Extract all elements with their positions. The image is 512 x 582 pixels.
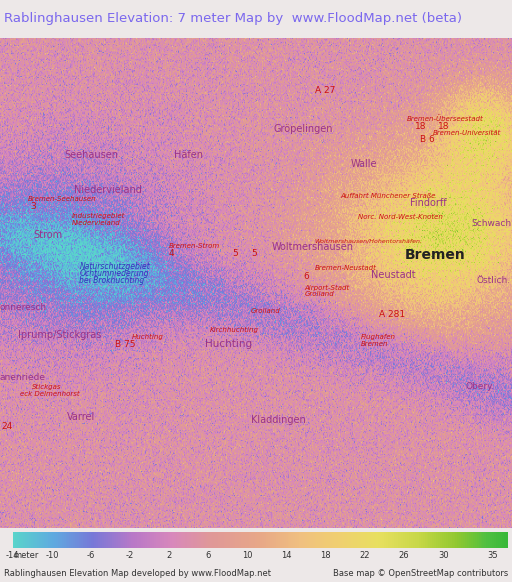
Text: Rablinghausen Elevation: 7 meter Map by  www.FloodMap.net (beta): Rablinghausen Elevation: 7 meter Map by … bbox=[4, 12, 462, 26]
Text: -10: -10 bbox=[45, 551, 59, 560]
Text: Findorff: Findorff bbox=[410, 198, 446, 208]
Text: Naturschutzgebiet: Naturschutzgebiet bbox=[79, 262, 150, 271]
Text: 6: 6 bbox=[206, 551, 211, 560]
Text: Walle: Walle bbox=[351, 159, 377, 169]
Text: Rablinghausen Elevation Map developed by www.FloodMap.net: Rablinghausen Elevation Map developed by… bbox=[4, 569, 271, 578]
Text: 10: 10 bbox=[242, 551, 253, 560]
Text: Woltmershausen/Hohentorshäfen.: Woltmershausen/Hohentorshäfen. bbox=[315, 239, 423, 243]
Text: Industriegebiet: Industriegebiet bbox=[72, 214, 125, 219]
Text: 5: 5 bbox=[232, 249, 238, 258]
Text: Obery.: Obery. bbox=[466, 382, 495, 391]
Text: Woltmershausen: Woltmershausen bbox=[271, 242, 353, 253]
Text: Schwach.: Schwach. bbox=[471, 219, 512, 228]
Text: Airport-Stadt: Airport-Stadt bbox=[305, 285, 350, 291]
Text: Bremen-Seehausen: Bremen-Seehausen bbox=[28, 196, 97, 202]
Text: Iprump/Stickgras: Iprump/Stickgras bbox=[18, 329, 101, 340]
Text: B 6: B 6 bbox=[420, 136, 435, 144]
Text: Bremen: Bremen bbox=[404, 248, 465, 262]
Text: Seehausen: Seehausen bbox=[64, 150, 118, 159]
Text: anenriede: anenriede bbox=[0, 373, 46, 382]
Text: B 75: B 75 bbox=[115, 340, 136, 349]
Text: Bremen-Universität: Bremen-Universität bbox=[433, 130, 501, 136]
Text: Huchting: Huchting bbox=[205, 339, 252, 349]
Text: 6: 6 bbox=[304, 272, 309, 281]
Text: Base map © OpenStreetMap contributors: Base map © OpenStreetMap contributors bbox=[333, 569, 508, 578]
Text: 18: 18 bbox=[438, 122, 449, 130]
Text: 18: 18 bbox=[321, 551, 331, 560]
Text: 14: 14 bbox=[282, 551, 292, 560]
Text: Auffahrt Münchener Straße: Auffahrt Münchener Straße bbox=[340, 193, 436, 199]
Text: Bremen-Strom: Bremen-Strom bbox=[169, 243, 220, 249]
Text: meter: meter bbox=[13, 551, 38, 560]
Text: Kladdingen: Kladdingen bbox=[251, 414, 306, 424]
Text: 5: 5 bbox=[251, 249, 257, 258]
Text: -6: -6 bbox=[87, 551, 95, 560]
Text: Strom: Strom bbox=[33, 230, 62, 240]
Text: onneresch: onneresch bbox=[0, 303, 47, 312]
Text: eck Delmenhorst: eck Delmenhorst bbox=[20, 391, 80, 397]
Text: -2: -2 bbox=[126, 551, 134, 560]
Text: A 27: A 27 bbox=[315, 86, 335, 95]
Text: 26: 26 bbox=[399, 551, 410, 560]
Text: A 281: A 281 bbox=[379, 310, 405, 318]
Text: Häfen: Häfen bbox=[174, 150, 203, 159]
Text: 35: 35 bbox=[487, 551, 498, 560]
Text: Bremen-Überseestadt: Bremen-Überseestadt bbox=[407, 115, 484, 122]
Text: Niedervieland: Niedervieland bbox=[74, 185, 142, 195]
Text: 24: 24 bbox=[1, 422, 12, 431]
Text: Kirchhuchting: Kirchhuchting bbox=[210, 327, 259, 333]
Text: Bremen-Neustadt: Bremen-Neustadt bbox=[315, 265, 377, 271]
Text: 4: 4 bbox=[169, 249, 175, 258]
Text: Östlich.: Östlich. bbox=[476, 276, 510, 285]
Text: Norc. Nord-West-Knoten: Norc. Nord-West-Knoten bbox=[358, 214, 443, 221]
Text: Neustadt: Neustadt bbox=[371, 270, 416, 281]
Text: 18: 18 bbox=[415, 122, 426, 130]
Text: 30: 30 bbox=[438, 551, 449, 560]
Text: Stickgas: Stickgas bbox=[32, 384, 62, 390]
Text: Niedervieland: Niedervieland bbox=[72, 220, 120, 226]
Text: Bremen: Bremen bbox=[361, 341, 389, 347]
Text: 22: 22 bbox=[360, 551, 370, 560]
Text: 3: 3 bbox=[31, 202, 36, 211]
Text: Flughafen: Flughafen bbox=[361, 334, 396, 340]
Text: Huchting: Huchting bbox=[132, 334, 164, 340]
Text: Gröpelingen: Gröpelingen bbox=[274, 123, 333, 134]
Text: bei Brokhuchting: bei Brokhuchting bbox=[79, 276, 144, 285]
Text: Grolland: Grolland bbox=[251, 308, 281, 314]
Text: -14: -14 bbox=[6, 551, 19, 560]
Text: 2: 2 bbox=[167, 551, 172, 560]
Text: Varrel: Varrel bbox=[67, 411, 95, 421]
Text: Grolland: Grolland bbox=[305, 292, 334, 297]
Text: Ochtumniederung: Ochtumniederung bbox=[79, 269, 149, 278]
